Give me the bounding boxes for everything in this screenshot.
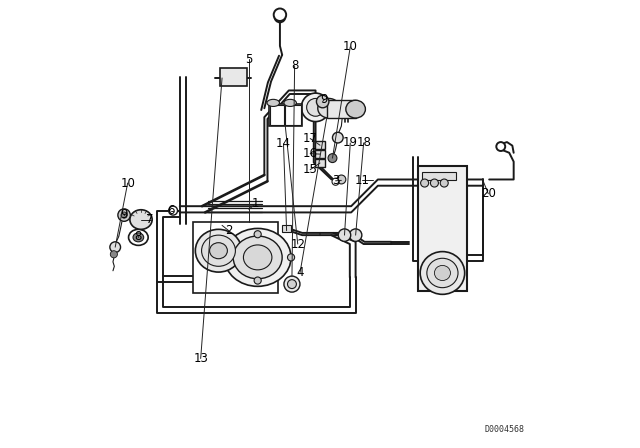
Text: 8: 8: [291, 60, 298, 73]
Bar: [220, 68, 246, 86]
Circle shape: [440, 179, 448, 187]
Circle shape: [337, 175, 346, 184]
Text: 12: 12: [290, 237, 305, 250]
Circle shape: [274, 9, 286, 21]
Text: 19: 19: [343, 137, 358, 150]
Circle shape: [339, 229, 351, 241]
Bar: [269, 104, 302, 126]
Circle shape: [431, 179, 438, 187]
Text: 3: 3: [332, 174, 339, 187]
Ellipse shape: [133, 233, 144, 242]
Circle shape: [275, 12, 285, 22]
Circle shape: [328, 154, 337, 163]
Text: 18: 18: [356, 137, 371, 150]
Ellipse shape: [209, 243, 227, 259]
Bar: [422, 172, 456, 181]
Ellipse shape: [318, 99, 340, 118]
Bar: [315, 150, 325, 158]
Circle shape: [496, 142, 505, 151]
Bar: [193, 222, 278, 293]
Circle shape: [287, 280, 296, 289]
Text: 9: 9: [321, 93, 328, 106]
Text: 8: 8: [134, 230, 142, 243]
Circle shape: [332, 132, 343, 143]
Ellipse shape: [307, 99, 324, 116]
Bar: [282, 225, 291, 232]
Text: D0004568: D0004568: [485, 425, 525, 434]
Circle shape: [287, 254, 294, 261]
Text: 14: 14: [276, 138, 291, 151]
Circle shape: [110, 251, 117, 258]
Text: 11: 11: [355, 174, 370, 187]
Circle shape: [254, 231, 261, 238]
Ellipse shape: [202, 235, 236, 266]
Ellipse shape: [420, 252, 465, 294]
Text: 2: 2: [225, 224, 232, 237]
Bar: [315, 159, 325, 167]
Ellipse shape: [284, 99, 296, 107]
Ellipse shape: [331, 101, 349, 117]
Ellipse shape: [224, 228, 291, 286]
Text: 4: 4: [296, 267, 304, 280]
Text: 7: 7: [146, 213, 154, 226]
Text: 17: 17: [303, 132, 317, 145]
Ellipse shape: [301, 93, 330, 121]
Ellipse shape: [346, 100, 365, 118]
Text: 9: 9: [120, 208, 128, 221]
Bar: [326, 100, 356, 118]
Ellipse shape: [435, 265, 451, 280]
Circle shape: [316, 95, 329, 108]
Text: 15: 15: [303, 163, 317, 176]
Text: 6: 6: [167, 204, 175, 217]
Bar: [418, 166, 467, 291]
Bar: [269, 105, 284, 125]
Circle shape: [168, 206, 177, 215]
Ellipse shape: [233, 236, 282, 279]
Bar: [285, 105, 301, 125]
Bar: [315, 141, 325, 149]
Circle shape: [420, 179, 429, 187]
Circle shape: [118, 209, 131, 221]
Text: 10: 10: [120, 177, 135, 190]
Text: 10: 10: [343, 40, 358, 53]
Circle shape: [254, 277, 261, 284]
Ellipse shape: [427, 258, 458, 288]
Circle shape: [332, 178, 339, 185]
Text: 20: 20: [481, 187, 496, 200]
Ellipse shape: [129, 229, 148, 246]
Circle shape: [121, 212, 127, 218]
Text: 16: 16: [303, 147, 317, 160]
Ellipse shape: [267, 99, 280, 107]
Circle shape: [349, 229, 362, 241]
Text: 1: 1: [252, 198, 259, 211]
Circle shape: [284, 276, 300, 292]
Ellipse shape: [130, 210, 152, 229]
Circle shape: [110, 242, 120, 253]
Text: 5: 5: [245, 53, 252, 66]
Ellipse shape: [243, 245, 272, 270]
Text: 13: 13: [193, 352, 208, 365]
Ellipse shape: [195, 229, 242, 272]
